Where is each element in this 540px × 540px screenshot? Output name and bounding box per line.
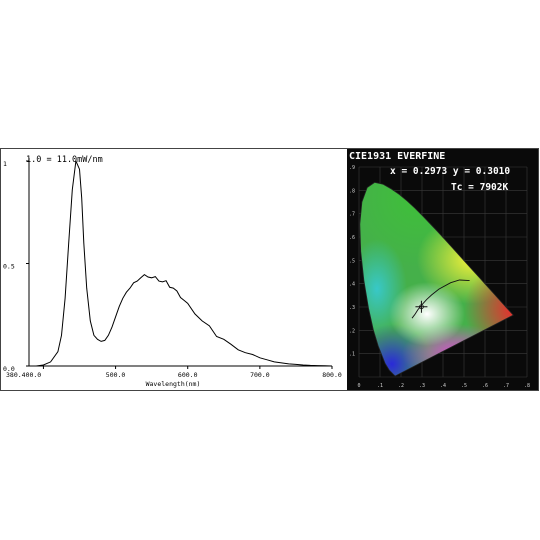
cie-title: CIE1931 EVERFINE bbox=[349, 151, 445, 162]
cie-x-tick-label: .7 bbox=[503, 383, 509, 389]
cie-y-tick-label: .1 bbox=[349, 352, 355, 358]
y-tick-label: 0.5 bbox=[3, 263, 15, 271]
spectrum-series-line bbox=[29, 159, 333, 367]
cie-cct-readout: Tc = 7902K bbox=[451, 182, 508, 193]
planckian-locus bbox=[411, 279, 470, 319]
cie-y-tick-label: .6 bbox=[349, 235, 355, 241]
y-tick-label: 0.0 bbox=[3, 365, 15, 373]
cie-measured-point bbox=[419, 304, 424, 310]
cie-x-tick-label: .1 bbox=[377, 383, 383, 389]
cie-chromaticity-diagram: 0 .1 .2 .3 .4 .5 .6 .7 .8 .9 .8 .7 .6 .5 .4 .3 .2 .1 CIE1… bbox=[349, 151, 530, 389]
cie-x-tick-label: 0 bbox=[357, 383, 360, 389]
cie-y-tick-label: .9 bbox=[349, 165, 355, 171]
cie-x-tick-label: .6 bbox=[482, 383, 488, 389]
y-tick-label: 1 bbox=[3, 160, 7, 168]
cie-y-tick-label: .4 bbox=[349, 282, 355, 288]
cie-diagram-panel: 0 .1 .2 .3 .4 .5 .6 .7 .8 .9 .8 .7 .6 .5 .4 .3 .2 .1 CIE1… bbox=[347, 149, 538, 390]
x-tick-label: 380.400.0 bbox=[6, 371, 41, 379]
spectrum-chart: 1.0 = 11.0mW/nm Wavelength(nm) 380.400.0… bbox=[3, 155, 342, 388]
x-axis-label: Wavelength(nm) bbox=[146, 380, 201, 388]
cie-y-tick-label: .5 bbox=[349, 258, 355, 264]
cie-x-tick-label: .2 bbox=[398, 383, 404, 389]
cie-y-tick-label: .3 bbox=[349, 305, 355, 311]
x-tick-label: 600.0 bbox=[178, 371, 198, 379]
cie-x-tick-label: .4 bbox=[440, 383, 446, 389]
cie-y-tick-label: .7 bbox=[349, 212, 355, 218]
x-tick-label: 500.0 bbox=[106, 371, 126, 379]
x-tick-label: 800.0 bbox=[322, 371, 342, 379]
x-tick-label: 700.0 bbox=[250, 371, 270, 379]
cie-y-tick-label: .8 bbox=[349, 188, 355, 194]
spectrum-annotation: 1.0 = 11.0mW/nm bbox=[26, 155, 103, 165]
cie-x-tick-label: .8 bbox=[524, 383, 530, 389]
cie-x-tick-label: .3 bbox=[419, 383, 425, 389]
cie-x-tick-label: .5 bbox=[461, 383, 467, 389]
cie-y-tick-label: .2 bbox=[349, 328, 355, 334]
cie-xy-readout: x = 0.2973 y = 0.3010 bbox=[390, 166, 510, 177]
spectral-locus-outline bbox=[359, 181, 514, 377]
